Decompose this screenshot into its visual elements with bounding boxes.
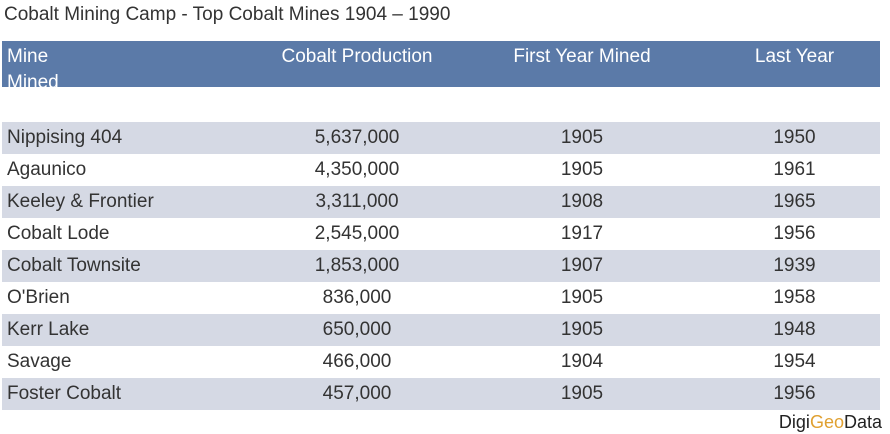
cell-mine: Nippising 404: [7, 127, 123, 148]
cell-last-year: 1948: [773, 319, 816, 340]
cell-last-year: 1956: [773, 223, 816, 244]
cell-last-year: 1950: [773, 127, 816, 148]
cell-mine: Kerr Lake: [7, 319, 90, 340]
cell-production: 466,000: [322, 351, 392, 372]
cell-mine: Keeley & Frontier: [7, 191, 154, 212]
table-row: O'Brien 836,000 1905 1958: [2, 282, 880, 314]
column-header-first-year: First Year Mined: [513, 46, 651, 67]
cell-production: 3,311,000: [315, 191, 399, 212]
cell-first-year: 1917: [560, 223, 604, 244]
cell-last-year: 1956: [773, 383, 816, 404]
column-header-production: Cobalt Production: [281, 46, 433, 67]
chart-title: Cobalt Mining Camp - Top Cobalt Mines 19…: [4, 4, 451, 25]
cell-production: 1,853,000: [314, 255, 400, 276]
table-row: Nippising 404 5,637,000 1905 1950: [2, 122, 880, 154]
cell-mine: Cobalt Lode: [7, 223, 110, 244]
cell-last-year: 1939: [773, 255, 816, 276]
table-row: Foster Cobalt 457,000 1905 1956: [2, 378, 880, 410]
cell-first-year: 1904: [560, 351, 604, 372]
cell-last-year: 1958: [773, 287, 816, 308]
table-row: Cobalt Townsite 1,853,000 1907 1939: [2, 250, 880, 282]
cell-mine: O'Brien: [7, 287, 70, 308]
cell-last-year: 1965: [773, 191, 816, 212]
table-row: Cobalt Lode 2,545,000 1917 1956: [2, 218, 880, 250]
cell-production: 457,000: [322, 383, 392, 404]
table-row: Kerr Lake 650,000 1905 1948: [2, 314, 880, 346]
table-header: Mine Mined Cobalt Production First Year …: [2, 41, 880, 87]
cell-first-year: 1907: [560, 255, 604, 276]
column-header-mine: Mine Mined: [7, 46, 59, 87]
cell-mine: Cobalt Townsite: [7, 255, 141, 276]
cell-first-year: 1905: [560, 383, 604, 404]
cell-last-year: 1954: [773, 351, 816, 372]
table-body: Nippising 404 5,637,000 1905 1950 Agaunico 4,…: [2, 122, 880, 410]
column-header-last-year: Last Year: [754, 46, 835, 67]
cell-production: 2,545,000: [314, 223, 400, 244]
cell-production: 650,000: [322, 319, 392, 340]
cell-last-year: 1961: [773, 159, 816, 180]
cell-first-year: 1905: [560, 127, 604, 148]
cell-mine: Foster Cobalt: [7, 383, 122, 404]
cell-production: 4,350,000: [314, 159, 400, 180]
cell-first-year: 1905: [560, 319, 604, 340]
cell-first-year: 1908: [560, 191, 604, 212]
table-row: Savage 466,000 1904 1954: [2, 346, 880, 378]
cell-production: 5,637,000: [314, 127, 400, 148]
cell-production: 836,000: [322, 287, 392, 308]
table-row: Agaunico 4,350,000 1905 1961: [2, 154, 880, 186]
digigeodata-logo: DigiGeoData: [778, 412, 882, 432]
cell-first-year: 1905: [560, 287, 604, 308]
cell-first-year: 1905: [560, 159, 604, 180]
table-row: Keeley & Frontier 3,311,000 1908 1965: [2, 186, 880, 218]
cell-mine: Agaunico: [7, 159, 87, 180]
cell-mine: Savage: [7, 351, 72, 372]
